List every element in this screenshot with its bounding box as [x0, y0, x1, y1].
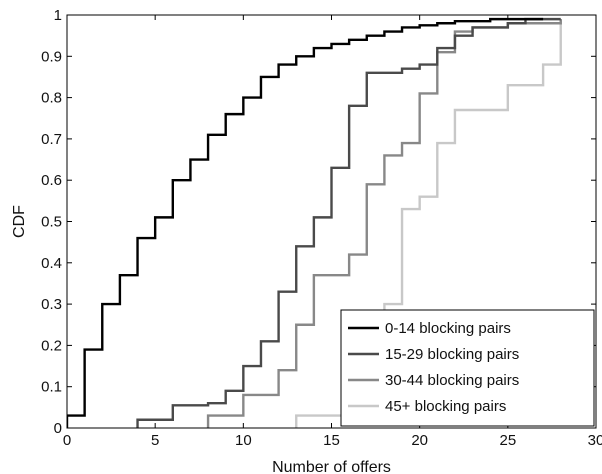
x-tick-label: 15: [323, 432, 340, 449]
axes-layer: 0 5 10 15 20 25 30 0 0.1 0.2 0.3 0.4 0.5 0.6 0.7 0.8 0.9…: [41, 7, 602, 449]
legend: 0-14 blocking pairs 15-29 blocking pairs 3…: [340, 309, 595, 427]
y-axis-label: CDF: [11, 205, 28, 238]
y-tick-label: 1: [54, 7, 62, 24]
series-line-1: [136, 17, 561, 428]
y-tick-label: 0.5: [41, 214, 62, 231]
y-tick-label: 0.7: [41, 131, 62, 148]
plot-layer: [67, 17, 562, 428]
y-tick-label: 0.9: [41, 48, 62, 65]
y-tick-label: 0.3: [41, 296, 62, 313]
y-tick-label: 0.1: [41, 379, 62, 396]
x-tick-label: 10: [235, 432, 252, 449]
legend-label-2: 30-44 blocking pairs: [385, 372, 519, 389]
y-tick-label: 0.2: [41, 337, 62, 354]
y-tick-label: 0.6: [41, 172, 62, 189]
y-tick-label: 0: [54, 420, 62, 437]
x-tick-label: 5: [151, 432, 159, 449]
y-tick-label: 0.8: [41, 90, 62, 107]
legend-label-1: 15-29 blocking pairs: [385, 346, 519, 363]
legend-label-3: 45+ blocking pairs: [385, 398, 506, 415]
legend-box: [340, 309, 595, 427]
y-tick-label: 0.4: [41, 255, 62, 272]
legend-label-0: 0-14 blocking pairs: [385, 320, 511, 337]
x-axis-label: Number of offers: [272, 459, 391, 474]
series-line-0: [67, 17, 544, 428]
x-tick-label: 20: [411, 432, 428, 449]
x-tick-label: 25: [499, 432, 516, 449]
x-tick-label: 30: [588, 432, 602, 449]
x-tick-label: 0: [63, 432, 71, 449]
